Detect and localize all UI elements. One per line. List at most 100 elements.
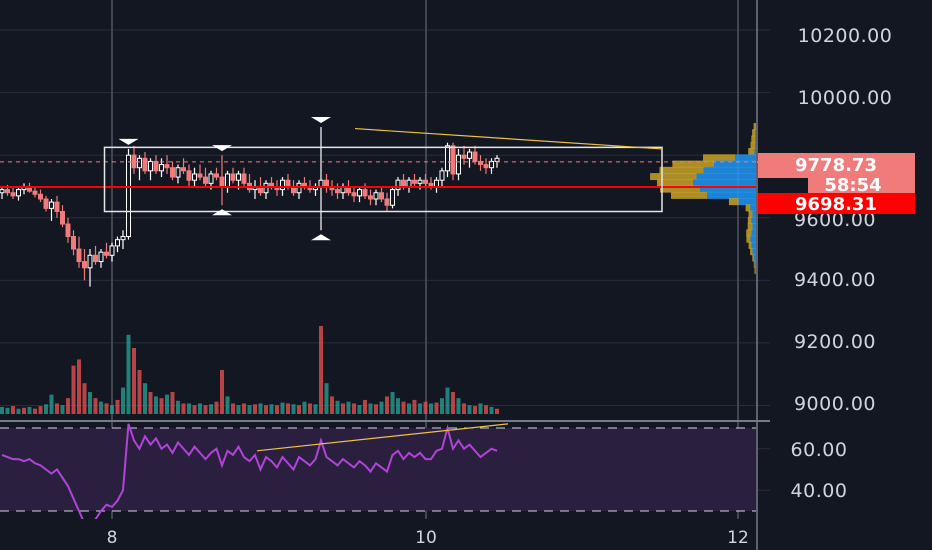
pattern-marker-bottom bbox=[311, 234, 331, 241]
candle-body bbox=[93, 254, 98, 263]
volume-profile-down bbox=[746, 229, 752, 237]
volume-bar bbox=[137, 370, 142, 414]
volume-bar bbox=[33, 408, 37, 414]
volume-profile-up bbox=[751, 229, 756, 237]
volume-bar bbox=[88, 392, 92, 414]
volume-bar bbox=[220, 370, 224, 414]
last-price-badge bbox=[758, 153, 915, 178]
volume-profile-up bbox=[750, 235, 756, 243]
volume-bar bbox=[324, 383, 329, 414]
volume-bar bbox=[115, 399, 120, 414]
volume-bar bbox=[49, 394, 54, 414]
volume-bar bbox=[484, 405, 488, 414]
volume-bar bbox=[253, 404, 257, 414]
volume-bar bbox=[44, 404, 48, 414]
volume-bar bbox=[132, 348, 136, 414]
candle-body bbox=[456, 154, 461, 175]
volume-bar bbox=[302, 401, 307, 414]
candle-body bbox=[186, 170, 192, 181]
volume-bar bbox=[418, 403, 422, 414]
volume-bar bbox=[335, 400, 340, 414]
volume-bar bbox=[495, 408, 499, 414]
volume-profile-up bbox=[752, 210, 756, 218]
volume-bar bbox=[187, 403, 191, 414]
candle-body bbox=[43, 198, 49, 209]
time-axis-background[interactable] bbox=[0, 519, 756, 550]
candle-body bbox=[197, 173, 203, 178]
volume-profile bbox=[650, 123, 756, 274]
candle-body bbox=[49, 201, 54, 209]
candle-body bbox=[230, 173, 236, 181]
volume-bar bbox=[440, 398, 444, 414]
volume-bar bbox=[401, 401, 406, 414]
price-tick-10000: 10000.00 bbox=[798, 87, 893, 109]
candle-body bbox=[324, 179, 329, 187]
volume-bar bbox=[203, 405, 208, 414]
volume-profile-down bbox=[753, 260, 755, 268]
volume-bar bbox=[456, 398, 461, 414]
volume-bar bbox=[5, 407, 10, 414]
volume-profile-down bbox=[672, 160, 714, 168]
volume-bar bbox=[192, 405, 197, 414]
volume-bar bbox=[60, 405, 65, 414]
volume-bar bbox=[198, 403, 202, 414]
volume-bar bbox=[16, 408, 21, 414]
volume-bar bbox=[275, 405, 279, 414]
volume-bar bbox=[264, 405, 268, 414]
volume-profile-up bbox=[738, 198, 756, 206]
volume-bar bbox=[209, 404, 213, 414]
volume-bar bbox=[225, 396, 230, 414]
volume-bar bbox=[104, 403, 109, 414]
volume-bar bbox=[297, 405, 301, 414]
candle-body bbox=[395, 179, 401, 191]
candle-body bbox=[175, 167, 181, 178]
volume-bar bbox=[269, 404, 274, 414]
volume-bar bbox=[93, 398, 98, 414]
volume-profile-up bbox=[755, 141, 756, 149]
candle-body bbox=[192, 173, 197, 181]
volume-profile-down bbox=[657, 179, 693, 187]
volume-bar bbox=[429, 403, 433, 414]
candle-body bbox=[148, 160, 153, 172]
volume-bar bbox=[390, 392, 395, 414]
volume-profile-down bbox=[748, 148, 755, 156]
candle-body bbox=[115, 239, 120, 247]
volume-profile-up bbox=[696, 173, 756, 181]
volume-profile-up bbox=[703, 166, 756, 174]
price-tick-9400: 9400.00 bbox=[794, 269, 876, 291]
candle-body bbox=[236, 173, 241, 181]
candle-body bbox=[32, 190, 38, 195]
candle-body bbox=[38, 193, 43, 200]
volume-bar bbox=[0, 406, 4, 414]
volume-bar bbox=[352, 403, 356, 414]
volume-bar bbox=[280, 402, 285, 414]
volume-bar bbox=[77, 359, 81, 414]
volume-bar bbox=[462, 403, 466, 414]
volume-profile-up bbox=[755, 135, 756, 143]
volume-bar bbox=[346, 401, 351, 414]
volume-bar bbox=[66, 398, 70, 414]
volume-profile-down bbox=[750, 248, 753, 256]
volume-profile-down bbox=[752, 254, 754, 262]
volume-bar bbox=[181, 403, 186, 414]
volume-profile-up bbox=[752, 248, 756, 256]
candle-body bbox=[60, 211, 65, 225]
volume-profile-down bbox=[748, 241, 752, 249]
volume-profile-up bbox=[754, 260, 756, 268]
candle-body bbox=[241, 173, 247, 184]
candle-body bbox=[445, 145, 450, 172]
candle-body bbox=[362, 189, 368, 197]
volume-profile-up bbox=[750, 204, 756, 212]
candle-body bbox=[384, 198, 390, 206]
volume-profile-up bbox=[753, 254, 756, 262]
volume-profile-down bbox=[746, 235, 751, 243]
candle-body bbox=[318, 179, 324, 187]
volume-profile-up bbox=[754, 148, 756, 156]
volume-bar bbox=[368, 403, 373, 414]
volume-profile-down bbox=[753, 123, 756, 131]
volume-bar bbox=[291, 404, 296, 414]
candle-body bbox=[153, 160, 159, 172]
volume-bar bbox=[231, 403, 235, 414]
candle-body bbox=[373, 192, 379, 200]
